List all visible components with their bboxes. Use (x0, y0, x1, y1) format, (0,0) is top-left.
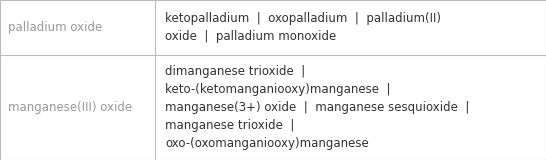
Text: palladium oxide: palladium oxide (8, 21, 102, 34)
Text: dimanganese trioxide  |
keto-(ketomanganiooxy)manganese  |
manganese(3+) oxide  : dimanganese trioxide | keto-(ketomangani… (165, 65, 470, 150)
Text: manganese(III) oxide: manganese(III) oxide (8, 101, 132, 114)
Text: ketopalladium  |  oxopalladium  |  palladium(II)
oxide  |  palladium monoxide: ketopalladium | oxopalladium | palladium… (165, 12, 441, 43)
